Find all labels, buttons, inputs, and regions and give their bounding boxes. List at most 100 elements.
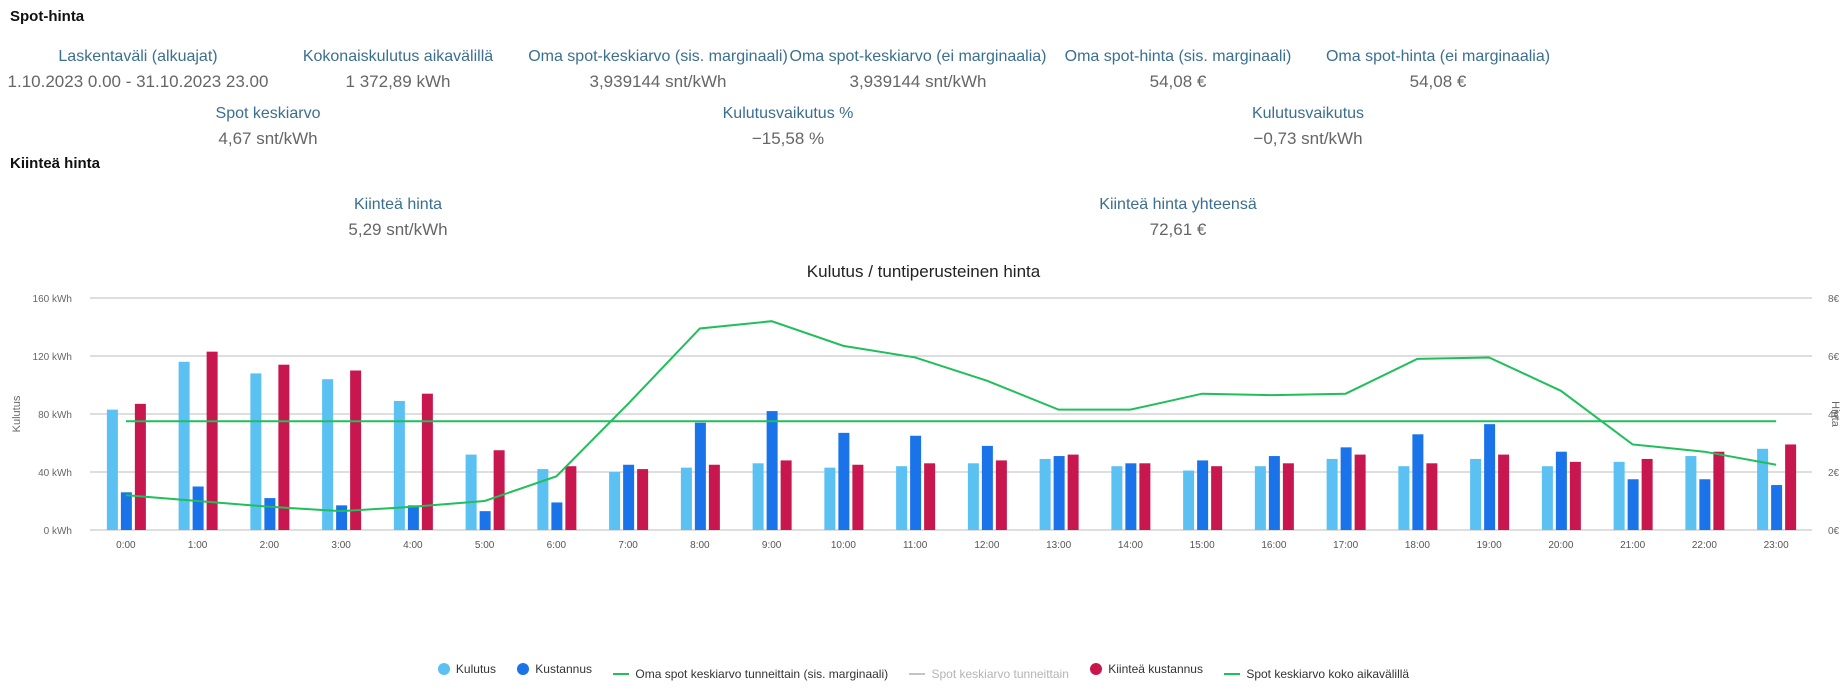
legend-oma-spot-swatch — [613, 673, 630, 675]
bar-kustannus — [264, 498, 276, 530]
bar-kulutus — [178, 361, 190, 530]
stat-label: Kiinteä hinta — [353, 196, 443, 213]
legend-oma-spot-label: Oma spot keskiarvo tunneittain (sis. mar… — [635, 667, 889, 681]
bar-kulutus — [896, 466, 908, 530]
stat-label: Kokonaiskulutus aikavälillä — [302, 48, 494, 65]
stat-label: Kulutusvaikutus — [1251, 105, 1365, 122]
bar-kulutus — [1613, 461, 1625, 530]
y-tick-left: 80 kWh — [38, 410, 72, 421]
bar-kiintea-kustannus — [852, 464, 864, 530]
y-axis-label-right: Hinta — [1829, 401, 1841, 428]
bar-kiintea-kustannus — [134, 403, 146, 530]
stat-value: 1.10.2023 0.00 - 31.10.2023 23.00 — [7, 72, 269, 91]
bar-kiintea-kustannus — [1354, 454, 1366, 530]
y-axis-label-left: Kulutus — [11, 395, 23, 432]
x-tick-label: 22:00 — [1692, 540, 1717, 551]
bar-kulutus — [1326, 458, 1338, 530]
bar-kiintea-kustannus — [1067, 454, 1079, 530]
stat-value: 54,08 € — [1409, 72, 1467, 91]
bar-kustannus — [1771, 485, 1783, 530]
x-tick-label: 2:00 — [260, 540, 280, 551]
legend-spot-koko[interactable]: Spot keskiarvo koko aikavälillä — [1224, 667, 1409, 681]
legend-kiintea-swatch — [1090, 663, 1103, 675]
chart-title: Kulutus / tuntiperusteinen hinta — [806, 262, 1041, 281]
y-tick-left: 40 kWh — [38, 468, 72, 479]
bar-kiintea-kustannus — [1426, 463, 1438, 530]
stat-value: −0,73 snt/kWh — [1253, 129, 1363, 148]
bar-kiintea-kustannus — [565, 466, 577, 530]
stat-label: Kiinteä hinta yhteensä — [1099, 196, 1257, 213]
legend-kulutus-label: Kulutus — [455, 662, 496, 676]
x-tick-label: 7:00 — [618, 540, 638, 551]
stat-label: Kulutusvaikutus % — [722, 105, 854, 122]
x-tick-label: 14:00 — [1118, 540, 1143, 551]
bar-kiintea-kustannus — [1498, 454, 1510, 530]
bar-kiintea-kustannus — [637, 469, 649, 530]
legend-spot-tunneittain-label: Spot keskiarvo tunneittain — [931, 667, 1069, 681]
bar-kulutus — [322, 379, 334, 530]
x-tick-label: 11:00 — [903, 540, 928, 551]
y-tick-left: 120 kWh — [33, 352, 72, 363]
bar-kustannus — [1627, 479, 1639, 530]
bar-kiintea-kustannus — [780, 460, 792, 530]
stat-kulutusvaikutus: Kulutusvaikutus −0,73 snt/kWh — [1148, 105, 1468, 149]
bar-kulutus — [1470, 458, 1482, 530]
bar-kiintea-kustannus — [1641, 458, 1653, 530]
bar-kulutus — [1039, 458, 1051, 530]
bar-kulutus — [752, 463, 764, 530]
y-tick-left: 0 kWh — [44, 526, 72, 537]
legend-spot-koko-swatch — [1224, 673, 1241, 675]
stat-label: Oma spot-keskiarvo (ei marginaalia) — [789, 48, 1047, 65]
legend-kiintea[interactable]: Kiinteä kustannus — [1090, 662, 1203, 676]
bar-kustannus — [1053, 456, 1065, 530]
bar-kulutus — [393, 400, 405, 530]
stat-oma-spot-keskiarvo-ei: Oma spot-keskiarvo (ei marginaalia) 3,93… — [758, 48, 1078, 92]
bar-kustannus — [336, 505, 348, 530]
bar-kiintea-kustannus — [1713, 451, 1725, 530]
x-tick-label: 18:00 — [1405, 540, 1430, 551]
bar-kulutus — [1541, 466, 1553, 530]
stat-value: 1 372,89 kWh — [345, 72, 451, 91]
legend-oma-spot[interactable]: Oma spot keskiarvo tunneittain (sis. mar… — [613, 667, 888, 681]
bar-kiintea-kustannus — [1211, 466, 1223, 530]
bar-kustannus — [838, 432, 850, 530]
bar-kustannus — [192, 486, 204, 530]
bar-kulutus — [1183, 470, 1195, 530]
x-tick-label: 9:00 — [762, 540, 782, 551]
bar-kulutus — [250, 373, 262, 530]
bar-kustannus — [910, 435, 922, 530]
bar-kustannus — [1125, 463, 1137, 530]
bar-kustannus — [981, 445, 993, 530]
legend-kustannus[interactable]: Kustannus — [517, 662, 592, 676]
stat-label: Oma spot-hinta (sis. marginaali) — [1064, 48, 1292, 65]
x-tick-label: 1:00 — [188, 540, 208, 551]
legend-spot-tunneittain-swatch — [909, 673, 926, 675]
stat-value: 3,939144 snt/kWh — [849, 72, 987, 91]
bar-kulutus — [106, 409, 118, 530]
stat-value: 54,08 € — [1149, 72, 1207, 91]
bar-kustannus — [1412, 434, 1424, 530]
legend-spot-tunneittain[interactable]: Spot keskiarvo tunneittain — [909, 667, 1069, 681]
x-tick-label: 15:00 — [1190, 540, 1215, 551]
bar-kulutus — [1111, 466, 1123, 530]
stat-value: 72,61 € — [1149, 220, 1207, 239]
legend-kiintea-label: Kiinteä kustannus — [1108, 662, 1203, 676]
legend-kustannus-label: Kustannus — [535, 662, 593, 676]
stat-label: Laskentaväli (alkuajat) — [58, 48, 218, 65]
legend-kulutus-swatch — [437, 663, 450, 675]
bar-kustannus — [694, 422, 706, 530]
x-tick-label: 5:00 — [475, 540, 495, 551]
x-tick-label: 19:00 — [1477, 540, 1502, 551]
x-tick-label: 4:00 — [403, 540, 423, 551]
bar-kustannus — [1699, 479, 1711, 530]
bar-kustannus — [623, 464, 635, 530]
bar-kiintea-kustannus — [924, 463, 936, 530]
stat-value: 4,67 snt/kWh — [218, 129, 318, 148]
bar-kustannus — [1555, 451, 1567, 530]
stat-value: 3,939144 snt/kWh — [589, 72, 727, 91]
stat-label: Spot keskiarvo — [215, 105, 321, 122]
bar-kulutus — [680, 467, 692, 530]
legend-kulutus[interactable]: Kulutus — [437, 662, 496, 676]
chart-legend: Kulutus Kustannus Oma spot keskiarvo tun… — [0, 662, 1847, 681]
bar-kiintea-kustannus — [1785, 444, 1797, 530]
